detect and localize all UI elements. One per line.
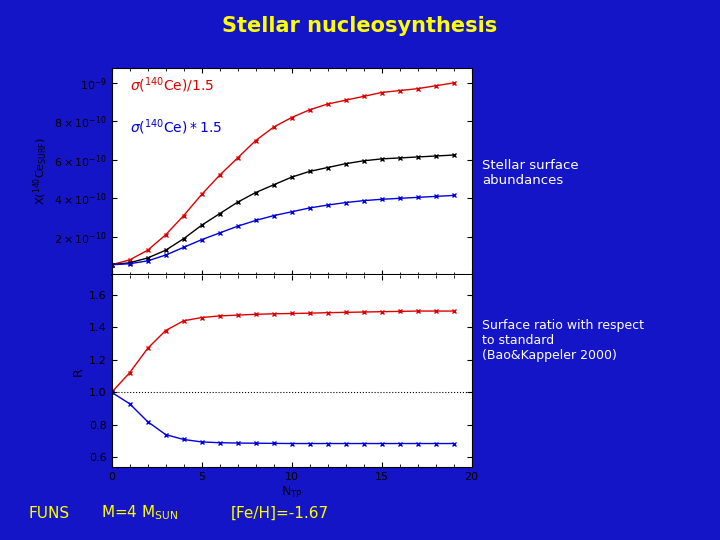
Y-axis label: R: R	[72, 367, 85, 376]
Y-axis label: X($^{140}$Ce$_{\rm SURF}$): X($^{140}$Ce$_{\rm SURF}$)	[32, 137, 50, 205]
Text: [Fe/H]=-1.67: [Fe/H]=-1.67	[230, 505, 328, 521]
Text: $\sigma(^{140}$Ce$)/1.5$: $\sigma(^{140}$Ce$)/1.5$	[130, 76, 214, 96]
Text: FUNS: FUNS	[29, 505, 70, 521]
Text: $\sigma(^{140}$Ce$)*1.5$: $\sigma(^{140}$Ce$)*1.5$	[130, 117, 222, 137]
Text: Stellar nucleosynthesis: Stellar nucleosynthesis	[222, 16, 498, 36]
Text: M=4 M$_{\rm SUN}$: M=4 M$_{\rm SUN}$	[101, 504, 178, 522]
Text: Stellar surface
abundances: Stellar surface abundances	[482, 159, 579, 187]
Text: Surface ratio with respect
to standard
(Bao&Kappeler 2000): Surface ratio with respect to standard (…	[482, 319, 644, 362]
X-axis label: N$_{\rm TP}$: N$_{\rm TP}$	[281, 485, 302, 500]
